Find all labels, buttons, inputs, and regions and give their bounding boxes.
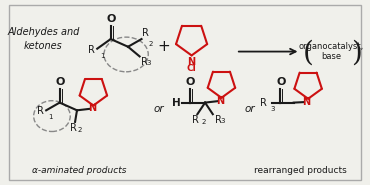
Text: 2: 2 (201, 119, 206, 125)
Text: R: R (37, 106, 44, 116)
Text: N: N (302, 97, 310, 107)
Text: R: R (192, 115, 199, 125)
Text: 1: 1 (100, 53, 105, 58)
Text: rearranged products: rearranged products (254, 166, 347, 174)
Text: N: N (188, 57, 196, 67)
Text: R: R (88, 45, 95, 55)
Text: N: N (216, 96, 225, 106)
Text: 2: 2 (78, 127, 83, 133)
FancyBboxPatch shape (9, 5, 361, 180)
Text: ): ) (351, 40, 362, 67)
Text: R: R (215, 115, 222, 125)
Text: Cl: Cl (187, 64, 196, 73)
Text: (: ( (303, 40, 313, 67)
Text: Aldehydes and
ketones: Aldehydes and ketones (7, 27, 80, 51)
Text: O: O (276, 77, 286, 87)
Text: O: O (186, 77, 195, 87)
Text: 2: 2 (148, 41, 153, 47)
Text: 3: 3 (270, 105, 275, 112)
Text: R: R (142, 28, 149, 38)
Text: or: or (244, 104, 255, 114)
Text: +: + (157, 39, 170, 54)
Text: organocatalyst,: organocatalyst, (299, 42, 364, 51)
Text: α-aminated products: α-aminated products (32, 166, 126, 174)
Text: 3: 3 (147, 60, 151, 66)
Text: 3: 3 (221, 118, 225, 124)
Text: O: O (56, 77, 65, 87)
Text: H: H (172, 98, 181, 108)
Text: R: R (141, 57, 147, 67)
Text: 1: 1 (48, 114, 53, 120)
Text: N: N (88, 103, 97, 113)
Text: R: R (70, 123, 77, 133)
Text: or: or (154, 104, 164, 114)
Text: R: R (260, 98, 267, 108)
Text: O: O (107, 14, 116, 24)
Text: base: base (321, 52, 341, 61)
